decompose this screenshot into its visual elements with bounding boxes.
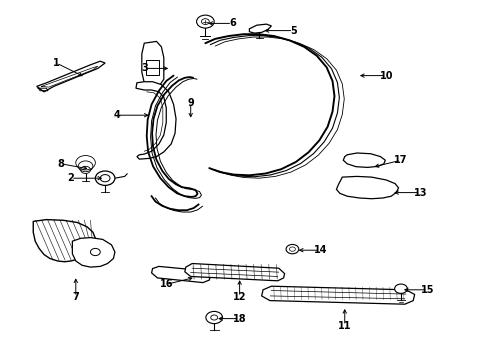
Text: 2: 2 — [67, 173, 74, 183]
Text: 14: 14 — [313, 245, 326, 255]
Polygon shape — [184, 264, 284, 281]
Circle shape — [95, 171, 115, 185]
Text: 16: 16 — [159, 279, 173, 289]
Text: 1: 1 — [53, 58, 60, 68]
Text: 11: 11 — [337, 321, 351, 331]
Circle shape — [201, 19, 209, 24]
Text: 10: 10 — [379, 71, 392, 81]
Circle shape — [289, 247, 295, 251]
Text: 17: 17 — [393, 155, 407, 165]
Circle shape — [394, 284, 407, 293]
Polygon shape — [249, 24, 271, 33]
Polygon shape — [37, 61, 105, 92]
Polygon shape — [151, 266, 210, 283]
Text: 7: 7 — [72, 292, 79, 302]
Text: 15: 15 — [420, 285, 434, 295]
Text: 3: 3 — [141, 63, 147, 73]
Circle shape — [285, 244, 298, 254]
Text: 8: 8 — [58, 159, 64, 169]
Circle shape — [196, 15, 214, 28]
Polygon shape — [136, 82, 176, 159]
Text: 5: 5 — [289, 26, 296, 36]
Text: 6: 6 — [228, 18, 235, 28]
Text: 9: 9 — [187, 98, 194, 108]
Text: 18: 18 — [232, 314, 246, 324]
Circle shape — [210, 315, 217, 320]
Polygon shape — [261, 286, 414, 304]
Circle shape — [90, 248, 100, 256]
Bar — [145, 60, 159, 75]
Circle shape — [205, 311, 222, 324]
Polygon shape — [142, 41, 163, 86]
Polygon shape — [343, 153, 385, 167]
Text: 4: 4 — [114, 110, 121, 120]
Text: 13: 13 — [413, 188, 427, 198]
Polygon shape — [33, 220, 95, 262]
Polygon shape — [336, 176, 398, 199]
Text: 12: 12 — [232, 292, 246, 302]
Circle shape — [100, 175, 110, 182]
Polygon shape — [72, 238, 115, 267]
